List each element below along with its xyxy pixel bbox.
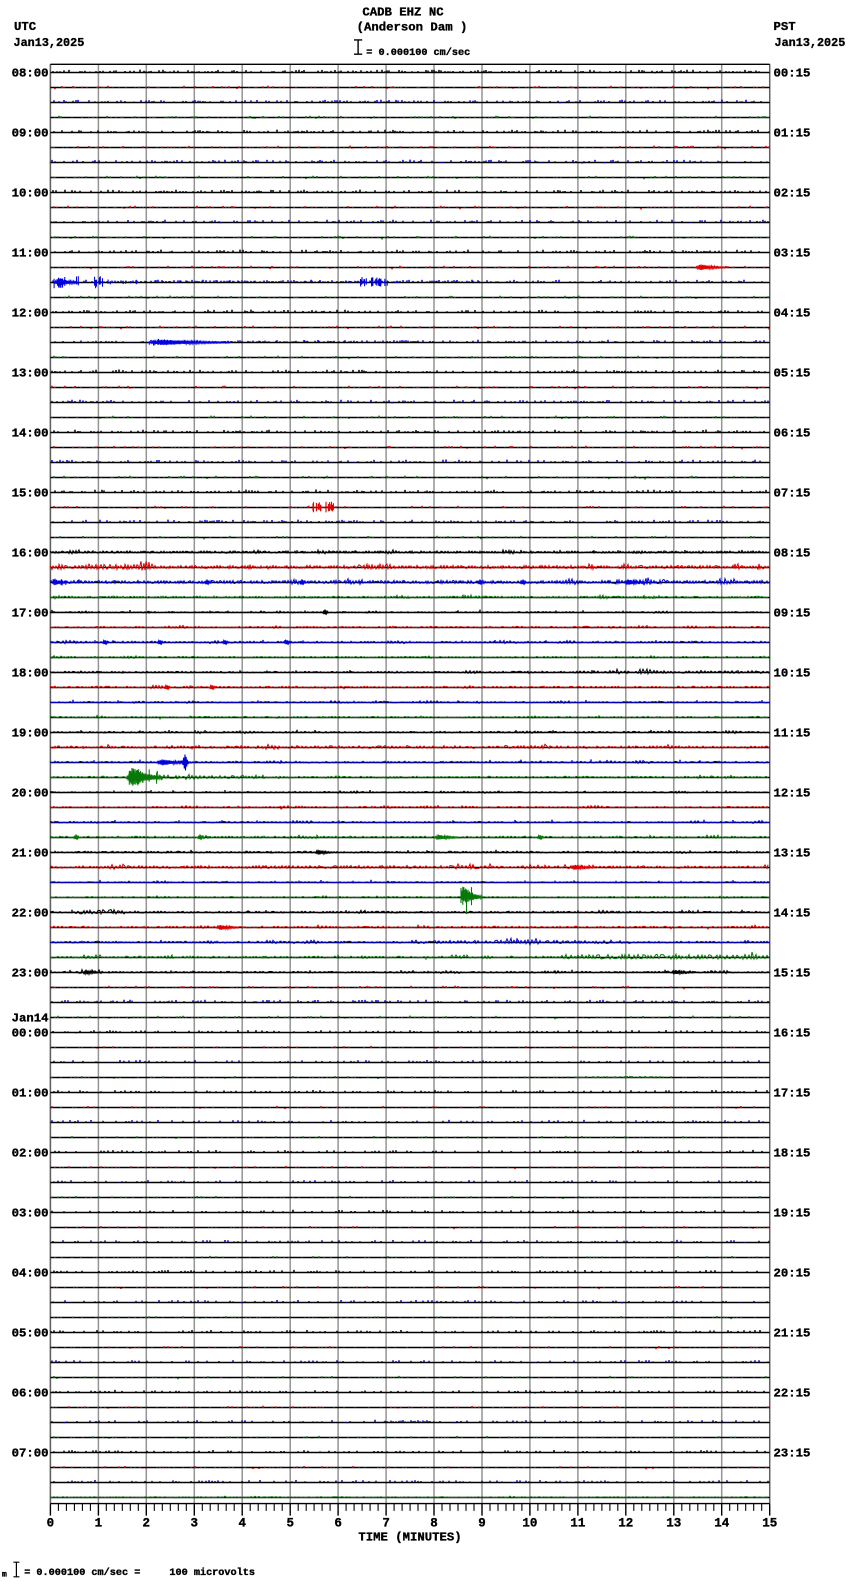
svg-text:Jan13,2025: Jan13,2025 bbox=[775, 36, 846, 50]
svg-text:23:15: 23:15 bbox=[774, 1447, 811, 1461]
svg-text:19:15: 19:15 bbox=[774, 1207, 811, 1221]
svg-text:4: 4 bbox=[238, 1516, 246, 1530]
svg-text:02:00: 02:00 bbox=[12, 1147, 49, 1161]
svg-text:15:15: 15:15 bbox=[774, 967, 811, 981]
svg-text:14:00: 14:00 bbox=[12, 427, 49, 441]
svg-text:19:00: 19:00 bbox=[12, 727, 49, 741]
svg-text:08:00: 08:00 bbox=[12, 67, 49, 81]
svg-text:03:00: 03:00 bbox=[12, 1207, 49, 1221]
svg-text:05:15: 05:15 bbox=[774, 367, 811, 381]
svg-text:07:15: 07:15 bbox=[774, 487, 811, 501]
svg-text:10:00: 10:00 bbox=[12, 187, 49, 201]
svg-text:0: 0 bbox=[47, 1516, 55, 1530]
svg-text:3: 3 bbox=[191, 1516, 199, 1530]
svg-text:22:00: 22:00 bbox=[12, 907, 49, 921]
svg-text:(Anderson Dam ): (Anderson Dam ) bbox=[357, 20, 468, 34]
svg-text:11:00: 11:00 bbox=[12, 247, 49, 261]
svg-text:13: 13 bbox=[666, 1516, 681, 1530]
svg-text:11: 11 bbox=[570, 1516, 585, 1530]
svg-text:09:15: 09:15 bbox=[774, 607, 811, 621]
svg-text:23:00: 23:00 bbox=[12, 967, 49, 981]
svg-text:7: 7 bbox=[382, 1516, 390, 1530]
svg-text:15:00: 15:00 bbox=[12, 487, 49, 501]
svg-text:00:15: 00:15 bbox=[774, 67, 811, 81]
svg-text:20:15: 20:15 bbox=[774, 1267, 811, 1281]
svg-text:13:00: 13:00 bbox=[12, 367, 49, 381]
svg-text:10: 10 bbox=[522, 1516, 537, 1530]
svg-text:06:15: 06:15 bbox=[774, 427, 811, 441]
svg-text:02:15: 02:15 bbox=[774, 187, 811, 201]
svg-text:= 0.000100 cm/sec: = 0.000100 cm/sec bbox=[366, 47, 470, 59]
svg-text:08:15: 08:15 bbox=[774, 547, 811, 561]
svg-text:21:00: 21:00 bbox=[12, 847, 49, 861]
svg-text:14:15: 14:15 bbox=[774, 907, 811, 921]
svg-text:Jan14: Jan14 bbox=[12, 1012, 50, 1026]
svg-text:18:15: 18:15 bbox=[774, 1147, 811, 1161]
svg-text:PST: PST bbox=[774, 20, 797, 34]
svg-text:= 0.000100 cm/sec =: = 0.000100 cm/sec = bbox=[24, 1567, 140, 1579]
svg-text:m: m bbox=[2, 1571, 7, 1580]
svg-text:05:00: 05:00 bbox=[12, 1327, 49, 1341]
svg-text:UTC: UTC bbox=[14, 20, 37, 34]
svg-text:16:15: 16:15 bbox=[774, 1027, 811, 1041]
svg-text:12:00: 12:00 bbox=[12, 307, 49, 321]
svg-text:13:15: 13:15 bbox=[774, 847, 811, 861]
svg-text:5: 5 bbox=[286, 1516, 294, 1530]
svg-text:17:00: 17:00 bbox=[12, 607, 49, 621]
svg-text:20:00: 20:00 bbox=[12, 787, 49, 801]
svg-text:06:00: 06:00 bbox=[12, 1387, 49, 1401]
svg-text:9: 9 bbox=[478, 1516, 486, 1530]
svg-text:04:00: 04:00 bbox=[12, 1267, 49, 1281]
svg-text:12: 12 bbox=[618, 1516, 633, 1530]
svg-text:1: 1 bbox=[95, 1516, 103, 1530]
svg-text:6: 6 bbox=[334, 1516, 342, 1530]
svg-text:18:00: 18:00 bbox=[12, 667, 49, 681]
svg-text:22:15: 22:15 bbox=[774, 1387, 811, 1401]
svg-text:01:00: 01:00 bbox=[12, 1087, 49, 1101]
svg-text:15: 15 bbox=[762, 1516, 777, 1530]
svg-text:07:00: 07:00 bbox=[12, 1447, 49, 1461]
svg-text:12:15: 12:15 bbox=[774, 787, 811, 801]
svg-text:Jan13,2025: Jan13,2025 bbox=[14, 36, 85, 50]
svg-text:14: 14 bbox=[714, 1516, 730, 1530]
svg-text:01:15: 01:15 bbox=[774, 127, 811, 141]
svg-text:8: 8 bbox=[430, 1516, 438, 1530]
svg-text:TIME (MINUTES): TIME (MINUTES) bbox=[358, 1530, 461, 1544]
svg-text:16:00: 16:00 bbox=[12, 547, 49, 561]
svg-text:CADB EHZ NC: CADB EHZ NC bbox=[362, 5, 444, 19]
svg-text:11:15: 11:15 bbox=[774, 727, 811, 741]
svg-text:21:15: 21:15 bbox=[774, 1327, 811, 1341]
svg-text:04:15: 04:15 bbox=[774, 307, 811, 321]
svg-text:10:15: 10:15 bbox=[774, 667, 811, 681]
svg-text:100 microvolts: 100 microvolts bbox=[169, 1567, 255, 1579]
svg-text:2: 2 bbox=[143, 1516, 151, 1530]
svg-text:09:00: 09:00 bbox=[12, 127, 49, 141]
svg-text:00:00: 00:00 bbox=[12, 1027, 49, 1041]
svg-text:17:15: 17:15 bbox=[774, 1087, 811, 1101]
svg-text:03:15: 03:15 bbox=[774, 247, 811, 261]
